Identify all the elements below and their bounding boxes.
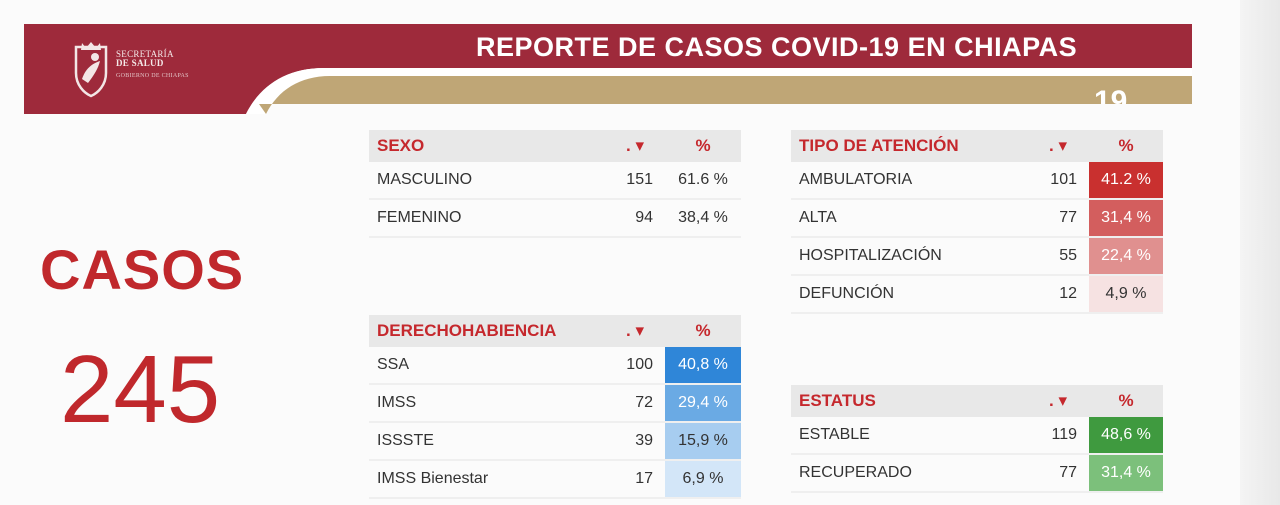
- status-table: ESTATUS . ▾ % ESTABLE 119 48,6 % RECUPER…: [791, 385, 1163, 493]
- slide-edge-shadow: [1240, 0, 1280, 505]
- count-sort-header[interactable]: . ▾: [605, 315, 665, 347]
- table-row: MASCULINO 151 61.6 %: [369, 162, 741, 200]
- row-count: 151: [605, 162, 665, 200]
- row-percent: 6,9 %: [665, 460, 741, 499]
- row-count: 77: [1027, 454, 1089, 493]
- percent-header: %: [665, 130, 741, 162]
- row-percent: 38,4 %: [665, 199, 741, 238]
- row-label: FEMENINO: [369, 199, 605, 238]
- row-percent: 29,4 %: [665, 384, 741, 423]
- row-label: ESTABLE: [791, 417, 1027, 455]
- org-line-2: DE SALUD: [116, 58, 164, 68]
- row-count: 94: [605, 199, 665, 238]
- care-type-table-header: TIPO DE ATENCIÓN . ▾ %: [791, 130, 1163, 162]
- row-label: ISSSTE: [369, 422, 605, 461]
- table-row: ESTABLE 119 48,6 %: [791, 417, 1163, 455]
- row-label: IMSS: [369, 384, 605, 423]
- status-table-header: ESTATUS . ▾ %: [791, 385, 1163, 417]
- row-label: AMBULATORIA: [791, 162, 1027, 200]
- row-count: 100: [605, 347, 665, 385]
- percent-header: %: [665, 315, 741, 347]
- count-sort-header[interactable]: . ▾: [1027, 385, 1089, 417]
- table-row: SSA 100 40,8 %: [369, 347, 741, 385]
- row-label: SSA: [369, 347, 605, 385]
- care-type-table: TIPO DE ATENCIÓN . ▾ % AMBULATORIA 101 4…: [791, 130, 1163, 314]
- row-count: 55: [1027, 237, 1089, 276]
- table-row: RECUPERADO 77 31,4 %: [791, 454, 1163, 493]
- sex-table-header: SEXO . ▾ %: [369, 130, 741, 162]
- status-table-viewport: ESTATUS . ▾ % ESTABLE 119 48,6 % RECUPER…: [791, 385, 1163, 505]
- count-sort-header[interactable]: . ▾: [1027, 130, 1089, 162]
- row-percent: 31,4 %: [1089, 454, 1163, 493]
- row-percent: 61.6 %: [665, 162, 741, 200]
- row-percent: 48,6 %: [1089, 417, 1163, 455]
- percent-header: %: [1089, 385, 1163, 417]
- report-header: [24, 24, 1192, 114]
- government-logo-icon: [68, 39, 114, 99]
- count-sort-header[interactable]: . ▾: [605, 130, 665, 162]
- table-row: AMBULATORIA 101 41.2 %: [791, 162, 1163, 200]
- care-type-table-title: TIPO DE ATENCIÓN: [791, 130, 1027, 162]
- row-count: 119: [1027, 417, 1089, 455]
- row-label: ALTA: [791, 199, 1027, 238]
- cases-label: CASOS: [40, 238, 245, 301]
- coverage-table-viewport: DERECHOHABIENCIA . ▾ % SSA 100 40,8 % IM…: [369, 315, 741, 505]
- row-percent: 22,4 %: [1089, 237, 1163, 276]
- table-row: FEMENINO 94 38,4 %: [369, 199, 741, 238]
- cases-total: 245: [60, 336, 221, 443]
- header-banner-shape: [24, 24, 1192, 114]
- row-count: 12: [1027, 275, 1089, 314]
- row-count: 101: [1027, 162, 1089, 200]
- table-row: ISSSTE 39 15,9 %: [369, 422, 741, 461]
- coverage-table-header: DERECHOHABIENCIA . ▾ %: [369, 315, 741, 347]
- org-line-3: GOBIERNO DE CHIAPAS: [116, 73, 189, 79]
- row-percent: 40,8 %: [665, 347, 741, 385]
- report-title: REPORTE DE CASOS COVID-19 EN CHIAPAS: [476, 32, 1078, 62]
- table-row: DEFUNCIÓN 12 4,9 %: [791, 275, 1163, 314]
- report-number: 19: [1094, 86, 1128, 104]
- row-label: RECUPERADO: [791, 454, 1027, 493]
- coverage-table-title: DERECHOHABIENCIA: [369, 315, 605, 347]
- row-percent: 15,9 %: [665, 422, 741, 461]
- row-label: HOSPITALIZACIÓN: [791, 237, 1027, 276]
- table-row: IMSS Bienestar 17 6,9 %: [369, 460, 741, 499]
- org-line-1: SECRETARÍA: [116, 49, 174, 59]
- percent-header: %: [1089, 130, 1163, 162]
- row-percent: 4,9 %: [1089, 275, 1163, 314]
- row-count: 72: [605, 384, 665, 423]
- row-label: IMSS Bienestar: [369, 460, 605, 499]
- sex-table: SEXO . ▾ % MASCULINO 151 61.6 % FEMENINO…: [369, 130, 741, 238]
- table-row: ALTA 77 31,4 %: [791, 199, 1163, 238]
- status-table-title: ESTATUS: [791, 385, 1027, 417]
- organization-name: SECRETARÍA DE SALUD GOBIERNO DE CHIAPAS: [116, 50, 189, 81]
- table-row: HOSPITALIZACIÓN 55 22,4 %: [791, 237, 1163, 276]
- row-count: 17: [605, 460, 665, 499]
- row-label: MASCULINO: [369, 162, 605, 200]
- coverage-table: DERECHOHABIENCIA . ▾ % SSA 100 40,8 % IM…: [369, 315, 741, 499]
- row-percent: 41.2 %: [1089, 162, 1163, 200]
- row-count: 77: [1027, 199, 1089, 238]
- sex-table-title: SEXO: [369, 130, 605, 162]
- row-label: DEFUNCIÓN: [791, 275, 1027, 314]
- table-row: IMSS 72 29,4 %: [369, 384, 741, 423]
- row-percent: 31,4 %: [1089, 199, 1163, 238]
- row-count: 39: [605, 422, 665, 461]
